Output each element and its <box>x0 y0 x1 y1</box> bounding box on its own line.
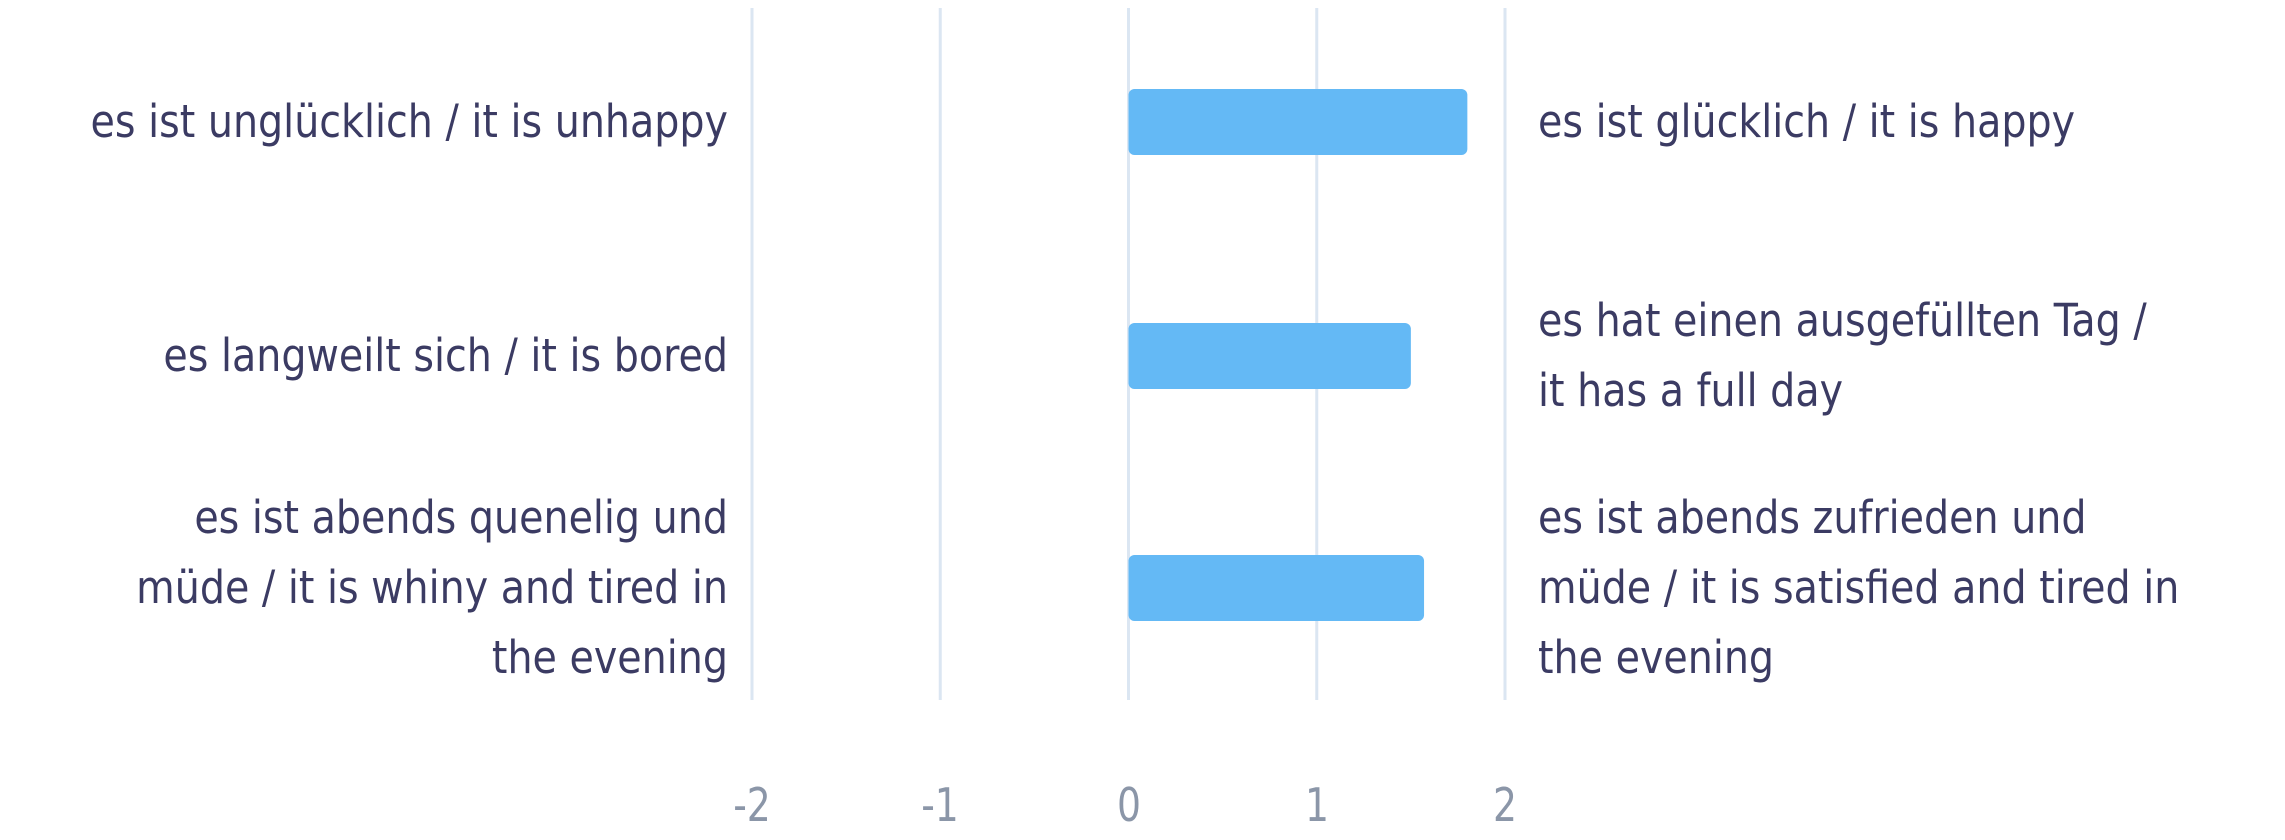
right-label-row-1: es ist glücklich / it is happy <box>1538 95 2076 148</box>
x-tick-label: -2 <box>733 778 771 832</box>
bar-row-3 <box>1128 555 1425 621</box>
right-label-row-3: es ist abends zufrieden und müde / it is… <box>1538 491 2180 684</box>
left-label-row-3: es ist abends quenelig und müde / it is … <box>136 491 728 684</box>
right-label-row-2: es hat einen ausgefüllten Tag / it has a… <box>1538 294 2147 417</box>
bar-row-1 <box>1128 89 1468 155</box>
left-label-row-1: es ist unglücklich / it is unhappy <box>90 95 729 148</box>
bar-row-2 <box>1128 323 1411 389</box>
x-tick-label: -1 <box>921 778 960 832</box>
x-tick-label: 1 <box>1304 778 1329 832</box>
x-tick-label: 2 <box>1492 778 1518 832</box>
left-label-row-2: es langweilt sich / it is bored <box>163 329 729 382</box>
x-tick-label: 0 <box>1116 778 1141 832</box>
bars <box>1128 89 1468 621</box>
